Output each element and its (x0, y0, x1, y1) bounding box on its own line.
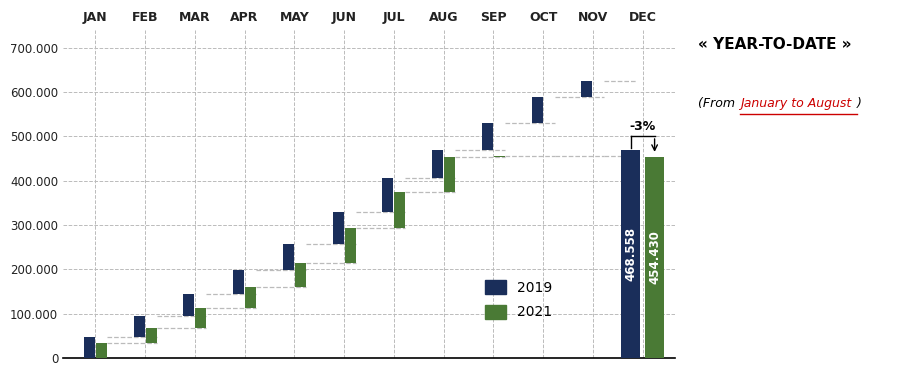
Bar (581, 81, 592, 97)
Bar (645, 157, 664, 358)
Bar (95, 344, 107, 358)
Bar (345, 228, 356, 263)
Text: « YEAR-TO-DATE »: « YEAR-TO-DATE » (698, 37, 851, 52)
Bar (432, 150, 443, 178)
Bar (333, 212, 344, 244)
Bar (134, 316, 145, 337)
Bar (394, 192, 405, 228)
Bar (184, 294, 194, 316)
Bar (382, 178, 393, 212)
Text: 468.558: 468.558 (625, 227, 637, 281)
Text: 454.430: 454.430 (648, 231, 662, 284)
Bar (233, 270, 244, 294)
Bar (444, 157, 455, 192)
Bar (245, 287, 256, 308)
Bar (621, 150, 640, 358)
Bar (146, 328, 157, 344)
Text: (From: (From (698, 97, 739, 110)
Bar (482, 123, 493, 150)
Text: ): ) (857, 97, 861, 110)
Text: January to August: January to August (740, 97, 851, 110)
Bar (195, 308, 206, 328)
Text: -3%: -3% (629, 119, 656, 132)
Bar (532, 97, 543, 123)
Bar (283, 244, 294, 270)
Bar (84, 337, 94, 358)
Bar (295, 263, 306, 287)
Legend: 2019, 2021: 2019, 2021 (480, 275, 558, 325)
